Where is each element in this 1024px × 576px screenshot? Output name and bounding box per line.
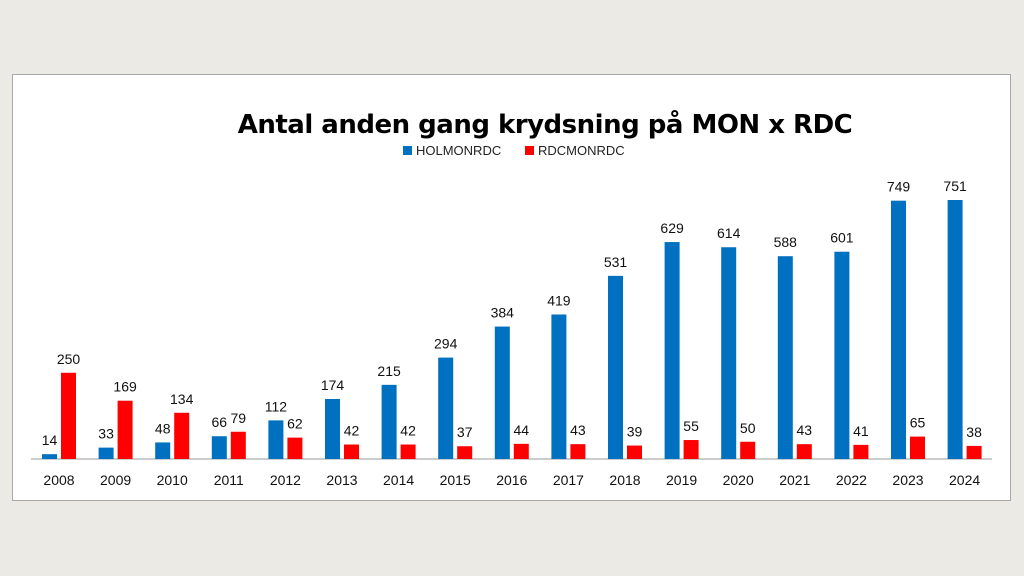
bar-rdcmonrdc-2020 xyxy=(740,441,756,459)
bar-rdcmonrdc-2009 xyxy=(117,400,133,459)
legend-label: HOLMONRDC xyxy=(416,143,502,158)
bar-rdcmonrdc-2013 xyxy=(344,444,359,459)
x-tick-label: 2020 xyxy=(723,472,754,488)
data-label: 14 xyxy=(42,432,58,448)
bar-holmonrdc-2012 xyxy=(268,420,284,459)
data-label: 384 xyxy=(491,305,515,321)
data-label: 174 xyxy=(321,377,345,393)
data-label: 48 xyxy=(155,420,171,436)
bar-holmonrdc-2014 xyxy=(381,384,397,459)
data-label: 294 xyxy=(434,336,458,352)
bar-holmonrdc-2021 xyxy=(777,256,793,459)
data-label: 65 xyxy=(910,415,926,431)
bar-rdcmonrdc-2024 xyxy=(966,445,982,459)
data-label: 66 xyxy=(212,414,228,430)
data-label: 588 xyxy=(774,234,798,250)
x-tick-label: 2015 xyxy=(440,472,471,488)
data-label: 614 xyxy=(717,225,741,241)
x-tick-label: 2023 xyxy=(892,472,923,488)
x-tick-label: 2008 xyxy=(43,472,74,488)
x-tick-label: 2021 xyxy=(779,472,810,488)
bar-holmonrdc-2024 xyxy=(947,200,963,459)
bar-rdcmonrdc-2008 xyxy=(61,372,76,459)
x-tick-label: 2016 xyxy=(496,472,527,488)
data-label: 531 xyxy=(604,254,628,270)
data-label: 749 xyxy=(887,179,911,195)
data-label: 39 xyxy=(627,424,643,440)
x-tick-label: 2012 xyxy=(270,472,301,488)
data-label: 42 xyxy=(400,423,416,439)
data-label: 601 xyxy=(830,230,854,246)
data-label: 42 xyxy=(344,423,360,439)
x-tick-label: 2018 xyxy=(609,472,640,488)
x-tick-label: 2024 xyxy=(949,472,980,488)
data-label: 751 xyxy=(943,178,967,194)
bar-holmonrdc-2020 xyxy=(721,247,737,459)
bar-holmonrdc-2019 xyxy=(664,242,680,459)
bar-rdcmonrdc-2011 xyxy=(230,431,246,459)
data-label: 215 xyxy=(377,363,401,379)
data-label: 44 xyxy=(514,422,530,438)
bar-holmonrdc-2015 xyxy=(438,357,454,459)
bar-holmonrdc-2008 xyxy=(42,454,57,459)
bar-holmonrdc-2009 xyxy=(98,447,114,459)
x-tick-label: 2014 xyxy=(383,472,414,488)
bar-rdcmonrdc-2014 xyxy=(400,444,416,459)
data-label: 38 xyxy=(966,424,982,440)
legend-label: RDCMONRDC xyxy=(538,143,625,158)
bar-rdcmonrdc-2021 xyxy=(796,444,812,459)
bar-rdcmonrdc-2023 xyxy=(910,436,925,459)
data-label: 419 xyxy=(547,292,571,308)
data-label: 112 xyxy=(265,398,288,414)
bar-holmonrdc-2010 xyxy=(155,442,171,459)
x-tick-label: 2010 xyxy=(157,472,188,488)
x-tick-label: 2009 xyxy=(100,472,131,488)
data-label: 169 xyxy=(113,379,137,395)
x-tick-label: 2013 xyxy=(326,472,357,488)
data-label: 55 xyxy=(683,418,699,434)
bar-holmonrdc-2017 xyxy=(551,314,567,459)
bar-rdcmonrdc-2015 xyxy=(457,446,473,459)
legend-item-holmonrdc: HOLMONRDC xyxy=(403,143,501,158)
bar-rdcmonrdc-2010 xyxy=(174,412,190,459)
bar-holmonrdc-2011 xyxy=(211,436,227,459)
x-tick-label: 2022 xyxy=(836,472,867,488)
data-label: 33 xyxy=(98,426,114,442)
data-label: 43 xyxy=(797,422,813,438)
legend-swatch-red xyxy=(525,146,534,155)
x-tick-label: 2011 xyxy=(214,472,244,488)
legend-item-rdcmonrdc: RDCMONRDC xyxy=(525,143,625,158)
bar-rdcmonrdc-2018 xyxy=(627,445,642,459)
chart-title: Antal anden gang krydsning på MON x RDC xyxy=(237,110,853,140)
bar-rdcmonrdc-2012 xyxy=(287,437,303,459)
bar-holmonrdc-2022 xyxy=(834,251,850,459)
legend-swatch-blue xyxy=(403,146,412,155)
bar-holmonrdc-2016 xyxy=(494,326,510,459)
bar-holmonrdc-2018 xyxy=(608,275,623,459)
data-label: 43 xyxy=(570,422,586,438)
data-label: 79 xyxy=(231,410,247,426)
bar-rdcmonrdc-2022 xyxy=(853,444,869,459)
data-label: 41 xyxy=(853,423,869,439)
data-label: 37 xyxy=(457,424,473,440)
bar-holmonrdc-2023 xyxy=(891,200,906,459)
bar-rdcmonrdc-2017 xyxy=(570,444,586,459)
bar-rdcmonrdc-2019 xyxy=(683,440,699,459)
data-label: 62 xyxy=(287,416,303,432)
data-label: 50 xyxy=(740,420,756,436)
data-label: 250 xyxy=(57,351,81,367)
bar-holmonrdc-2013 xyxy=(325,398,340,459)
bar-rdcmonrdc-2016 xyxy=(513,443,529,459)
x-tick-label: 2019 xyxy=(666,472,697,488)
x-tick-label: 2017 xyxy=(553,472,584,488)
data-label: 134 xyxy=(170,391,194,407)
data-label: 629 xyxy=(660,220,684,236)
